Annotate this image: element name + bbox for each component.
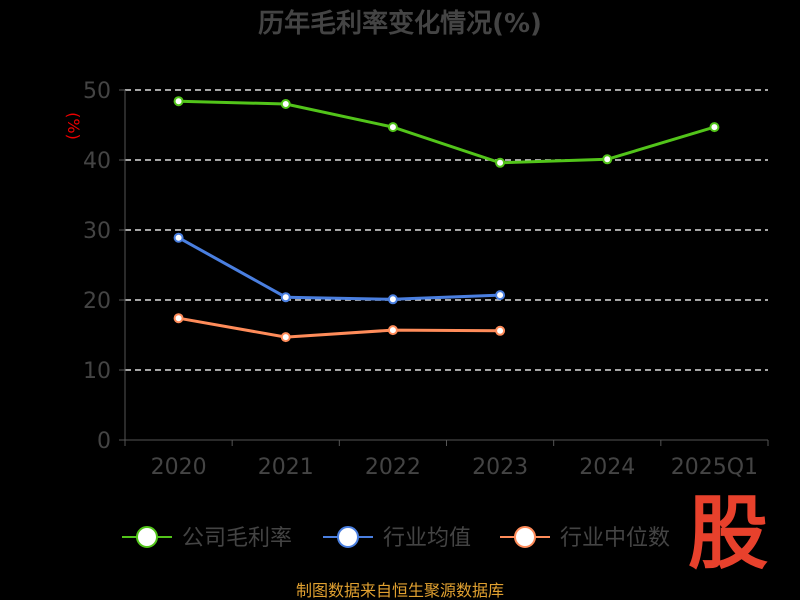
legend-label: 公司毛利率 (182, 526, 292, 551)
data-point (280, 332, 291, 343)
legend-marker (514, 526, 536, 548)
data-point (280, 292, 291, 303)
legend-marker (337, 526, 359, 548)
series-line (177, 236, 501, 301)
data-point (495, 325, 506, 336)
x-tick-label: 2021 (258, 455, 314, 480)
legend-label: 行业中位数 (560, 526, 670, 551)
data-point (387, 294, 398, 305)
x-tick-label: 2024 (579, 455, 635, 480)
series-line (178, 316, 501, 339)
data-point (495, 290, 506, 301)
y-tick-label: 20 (83, 289, 111, 314)
y-tick-label: 10 (83, 359, 111, 384)
x-tick-label: 2023 (472, 455, 528, 480)
series-line (178, 99, 715, 165)
data-point (173, 313, 184, 324)
y-tick-label: 50 (83, 79, 111, 104)
brand-logo: 股 (688, 487, 768, 580)
data-point (173, 96, 184, 107)
data-point (387, 325, 398, 336)
y-tick-label: 0 (97, 429, 111, 454)
y-axis-label: (%) (64, 112, 83, 140)
x-tick-label: 2025Q1 (671, 455, 758, 480)
y-tick-label: 30 (83, 219, 111, 244)
x-tick-label: 2022 (365, 455, 421, 480)
data-point (280, 99, 291, 109)
data-point (495, 157, 506, 168)
chart-title: 历年毛利率变化情况(%) (258, 8, 542, 39)
legend-label: 行业均值 (383, 526, 471, 551)
data-point (387, 122, 398, 133)
x-tick-label: 2020 (151, 455, 207, 480)
data-point (709, 122, 720, 133)
source-note: 制图数据来自恒生聚源数据库 (296, 581, 504, 600)
data-point (173, 232, 184, 243)
y-tick-label: 40 (83, 149, 111, 174)
data-point (602, 154, 613, 165)
legend-marker (136, 526, 158, 548)
